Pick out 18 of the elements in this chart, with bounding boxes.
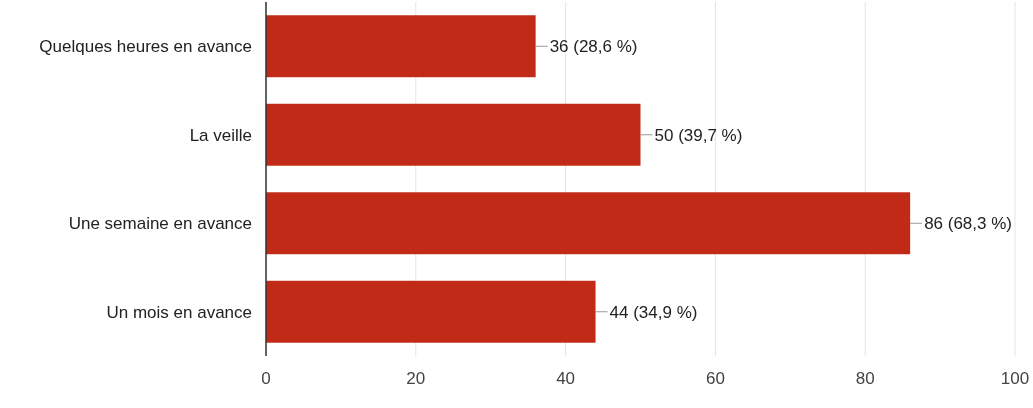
data-label: 50 (39,7 %) (654, 125, 743, 145)
bar (266, 103, 641, 166)
data-label: 86 (68,3 %) (924, 214, 1013, 234)
y-tick-label: Une semaine en avance (68, 214, 252, 234)
bar (266, 192, 911, 255)
x-tick-label: 60 (705, 369, 725, 388)
y-tick-label: Quelques heures en avance (39, 37, 252, 57)
x-tick-label: 0 (261, 369, 271, 388)
x-tick-label: 40 (556, 369, 576, 388)
bar (266, 15, 536, 78)
bar (266, 280, 596, 343)
y-tick-label: Un mois en avance (106, 302, 252, 322)
x-tick-label: 80 (855, 369, 875, 388)
x-tick-label: 20 (406, 369, 426, 388)
data-label: 44 (34,9 %) (609, 302, 698, 322)
y-tick-label: La veille (189, 125, 252, 145)
data-label: 36 (28,6 %) (549, 37, 638, 57)
x-tick-label: 100 (1000, 369, 1030, 388)
